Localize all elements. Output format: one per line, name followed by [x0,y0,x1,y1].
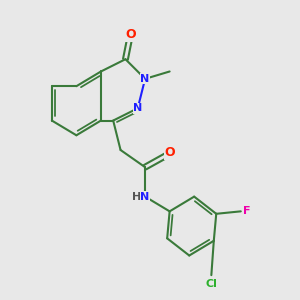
Text: N: N [133,103,142,113]
Text: F: F [243,206,251,216]
Text: N: N [140,192,150,202]
Text: O: O [125,28,136,41]
Text: O: O [164,146,175,159]
Text: N: N [140,74,150,84]
Text: Cl: Cl [206,279,217,289]
Text: H: H [132,192,141,202]
